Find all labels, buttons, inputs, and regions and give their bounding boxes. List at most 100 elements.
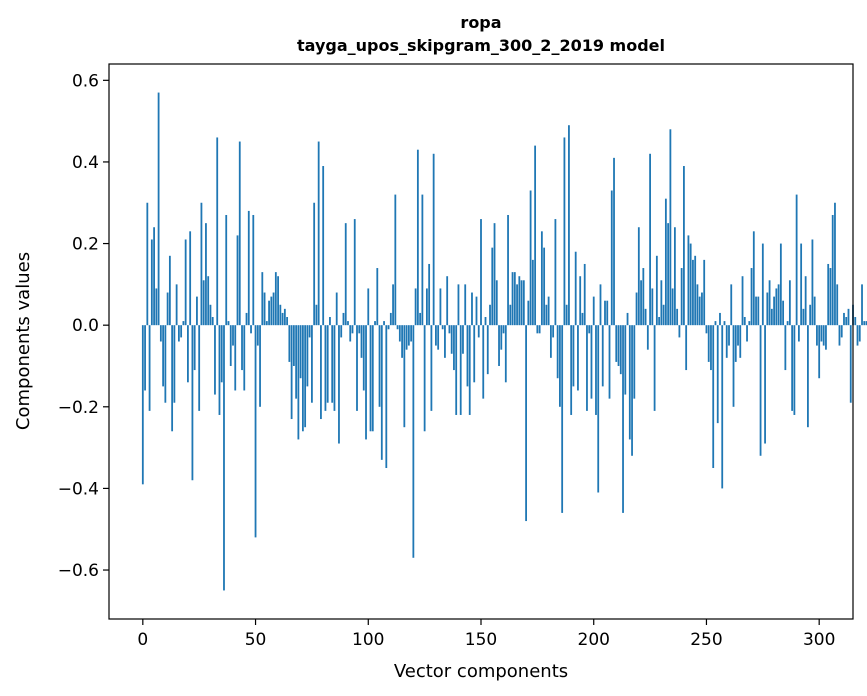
bar-147	[473, 325, 476, 383]
bar-267	[743, 317, 746, 326]
bar-191	[572, 325, 575, 387]
bar-76	[313, 202, 316, 326]
bar-116	[403, 325, 406, 428]
bar-208	[610, 190, 613, 326]
bar-259	[725, 325, 728, 358]
bar-11	[166, 292, 169, 326]
bar-4	[150, 239, 153, 326]
bar-16	[177, 325, 180, 342]
bar-170	[525, 325, 527, 522]
bar-218	[633, 325, 636, 399]
bar-106	[380, 325, 383, 460]
bar-85	[333, 325, 336, 411]
bar-63	[283, 308, 286, 326]
x-tick-label: 250	[690, 630, 722, 650]
bar-306	[831, 214, 834, 326]
bar-15	[175, 284, 178, 326]
bar-78	[317, 141, 320, 326]
bar-153	[486, 325, 489, 375]
y-tick-label: 0.0	[72, 316, 99, 336]
x-tick-label: 50	[245, 630, 267, 650]
bar-139	[455, 325, 458, 415]
bar-263	[734, 325, 737, 362]
bar-105	[378, 325, 381, 407]
bar-246	[696, 284, 699, 326]
bar-258	[723, 321, 726, 326]
bar-160	[502, 325, 505, 334]
bar-133	[441, 325, 444, 330]
bar-161	[504, 325, 507, 383]
bar-199	[590, 325, 593, 399]
bar-242	[687, 235, 690, 326]
bar-93	[351, 325, 354, 334]
bar-157	[495, 280, 498, 326]
bar-314	[849, 325, 852, 403]
y-tick-label: −0.2	[58, 398, 99, 418]
bar-214	[624, 325, 627, 395]
bar-225	[649, 153, 651, 326]
bar-224	[646, 325, 649, 350]
bar-58	[272, 292, 275, 326]
bar-41	[234, 325, 237, 391]
bar-254	[714, 321, 717, 326]
bar-137	[450, 325, 453, 354]
bar-70	[299, 325, 302, 379]
bar-273	[757, 296, 760, 326]
bar-123	[419, 312, 422, 326]
bar-37	[225, 214, 228, 326]
bar-275	[761, 243, 764, 326]
bar-152	[484, 317, 487, 326]
bar-144	[466, 325, 469, 387]
bar-211	[617, 325, 620, 366]
bar-140	[457, 284, 460, 326]
bar-182	[552, 325, 555, 338]
bar-65	[288, 325, 291, 362]
bar-237	[676, 308, 679, 326]
bar-8	[159, 325, 162, 342]
bar-130	[435, 325, 437, 346]
bar-196	[583, 263, 586, 326]
bar-50	[254, 325, 257, 538]
bar-310	[840, 325, 843, 338]
bar-271	[752, 231, 755, 326]
bar-168	[520, 280, 523, 326]
bar-228	[655, 255, 658, 326]
bar-292	[800, 243, 803, 326]
bar-217	[631, 325, 633, 456]
bar-113	[396, 325, 399, 330]
bar-149	[477, 325, 480, 338]
bar-188	[565, 304, 568, 326]
bar-150	[480, 219, 482, 326]
bar-72	[304, 325, 307, 428]
bar-203	[599, 284, 602, 326]
bar-99	[365, 325, 367, 440]
bar-60	[277, 276, 279, 326]
bar-301	[820, 325, 823, 342]
bar-234	[669, 129, 672, 326]
bar-289	[793, 325, 796, 415]
bar-53	[261, 272, 264, 326]
bar-230	[660, 280, 663, 326]
bar-20	[187, 325, 189, 383]
bar-270	[750, 268, 753, 326]
bar-276	[764, 325, 766, 444]
bar-32	[214, 325, 216, 395]
bar-296	[809, 304, 812, 326]
bar-169	[522, 280, 525, 326]
bar-201	[595, 325, 597, 415]
bar-257	[721, 325, 724, 489]
bar-79	[320, 325, 322, 420]
bar-5	[153, 227, 155, 326]
bar-68	[295, 325, 298, 399]
bar-187	[563, 137, 566, 326]
bar-42	[236, 235, 239, 326]
bar-198	[588, 325, 591, 334]
bar-195	[581, 312, 584, 326]
bar-101	[369, 325, 372, 432]
bar-248	[701, 292, 703, 326]
bar-252	[710, 325, 712, 371]
bar-119	[410, 325, 413, 342]
x-tick-label: 200	[578, 630, 610, 650]
bar-277	[766, 292, 769, 326]
bar-232	[664, 198, 667, 326]
